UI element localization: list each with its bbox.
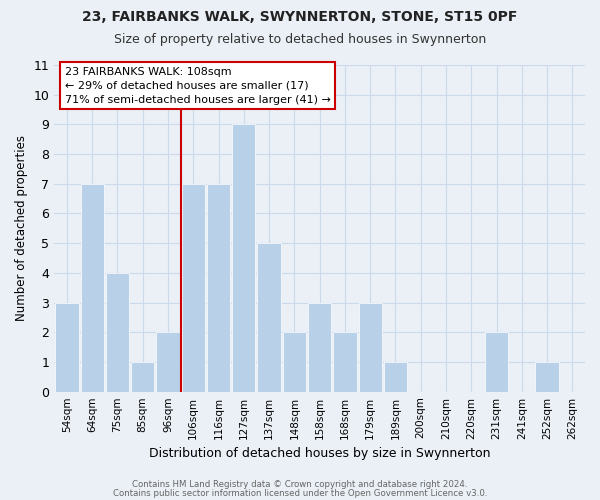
Text: 23, FAIRBANKS WALK, SWYNNERTON, STONE, ST15 0PF: 23, FAIRBANKS WALK, SWYNNERTON, STONE, S… — [82, 10, 518, 24]
Text: Contains public sector information licensed under the Open Government Licence v3: Contains public sector information licen… — [113, 488, 487, 498]
Bar — [333, 332, 356, 392]
Bar — [485, 332, 508, 392]
Bar — [80, 184, 104, 392]
Bar — [157, 332, 179, 392]
Bar — [207, 184, 230, 392]
Bar — [535, 362, 559, 392]
Bar — [283, 332, 306, 392]
Bar — [384, 362, 407, 392]
Bar — [232, 124, 256, 392]
X-axis label: Distribution of detached houses by size in Swynnerton: Distribution of detached houses by size … — [149, 447, 490, 460]
Bar — [359, 302, 382, 392]
Bar — [182, 184, 205, 392]
Bar — [106, 273, 129, 392]
Bar — [131, 362, 154, 392]
Text: Size of property relative to detached houses in Swynnerton: Size of property relative to detached ho… — [114, 32, 486, 46]
Text: Contains HM Land Registry data © Crown copyright and database right 2024.: Contains HM Land Registry data © Crown c… — [132, 480, 468, 489]
Y-axis label: Number of detached properties: Number of detached properties — [15, 136, 28, 322]
Bar — [55, 302, 79, 392]
Bar — [257, 243, 281, 392]
Text: 23 FAIRBANKS WALK: 108sqm
← 29% of detached houses are smaller (17)
71% of semi-: 23 FAIRBANKS WALK: 108sqm ← 29% of detac… — [65, 66, 331, 104]
Bar — [308, 302, 331, 392]
